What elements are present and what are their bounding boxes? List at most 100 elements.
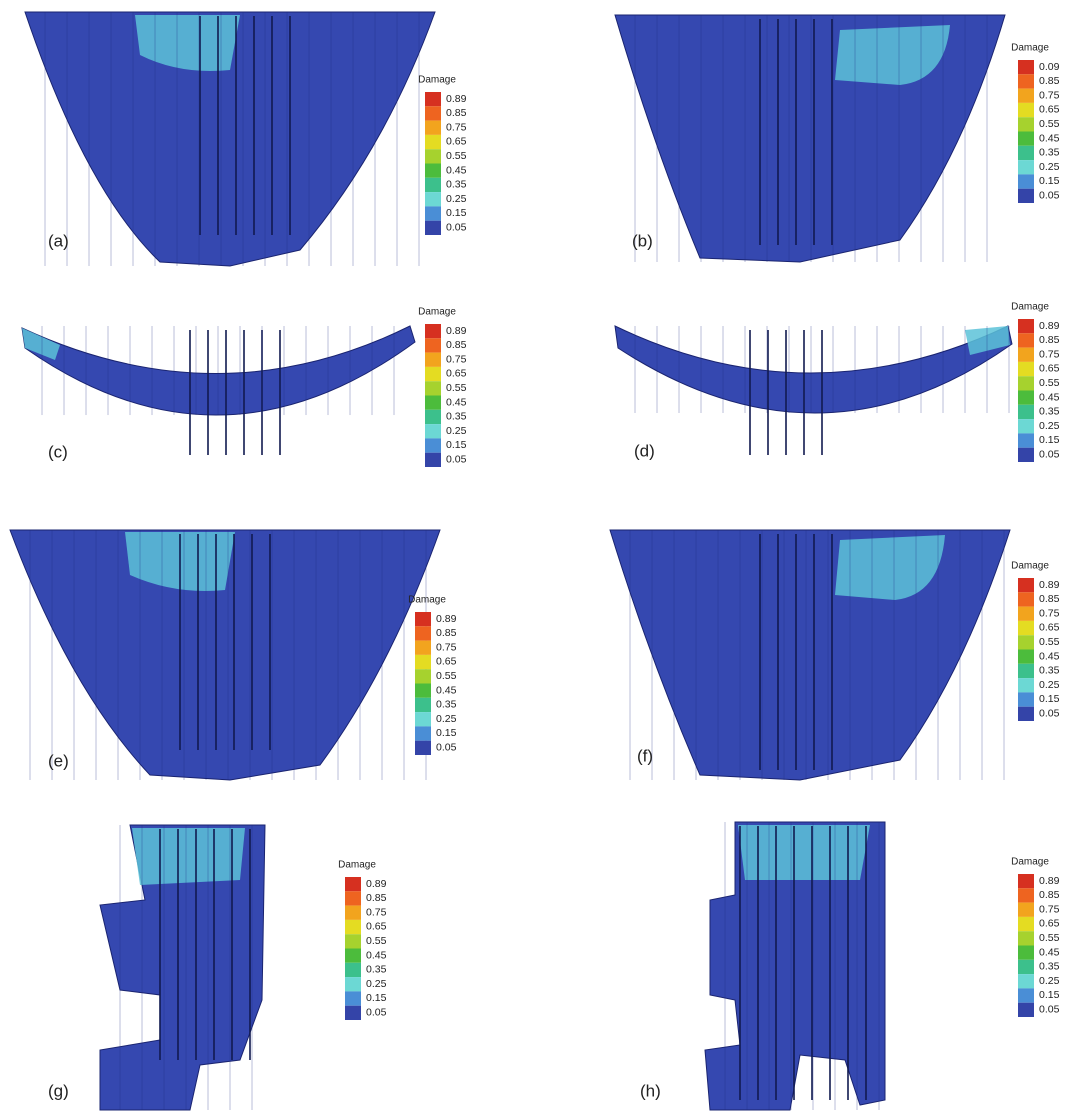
legend-level: 0.65: [1039, 363, 1060, 375]
mesh-body: [615, 15, 1005, 262]
legend-level: 0.65: [1039, 918, 1060, 930]
legend-swatch: [425, 192, 441, 206]
legend-swatch: [1018, 419, 1034, 433]
panel: [705, 822, 1034, 1110]
legend-level: 0.85: [446, 339, 467, 351]
legend-title: Damage: [1011, 302, 1049, 313]
legend-swatch: [1018, 888, 1034, 902]
legend-level: 0.15: [1039, 175, 1060, 187]
legend-level: 0.65: [1039, 104, 1060, 116]
legend-level: 0.25: [1039, 679, 1060, 691]
legend-level: 0.75: [436, 641, 457, 653]
legend-level: 0.15: [1039, 693, 1060, 705]
legend-swatch: [1018, 146, 1034, 160]
legend-level: 0.89: [1039, 875, 1060, 887]
legend-swatch: [415, 684, 431, 698]
legend-swatch: [1018, 592, 1034, 606]
legend-level: 0.25: [1039, 420, 1060, 432]
legend-swatch: [415, 669, 431, 683]
legend-swatch: [1018, 89, 1034, 103]
legend-swatch: [345, 991, 361, 1005]
legend-level: 0.35: [1039, 665, 1060, 677]
legend-swatch: [425, 338, 441, 352]
legend-level: 0.85: [366, 892, 387, 904]
legend-level: 0.05: [436, 741, 457, 753]
legend-level: 0.15: [446, 439, 467, 451]
legend-swatch: [425, 324, 441, 338]
legend-level: 0.35: [366, 964, 387, 976]
legend-swatch: [415, 741, 431, 755]
legend-title: Damage: [1011, 857, 1049, 868]
legend-level: 0.15: [366, 992, 387, 1004]
mesh-body: [615, 326, 1012, 413]
legend-swatch: [425, 410, 441, 424]
legend-swatch: [1018, 974, 1034, 988]
legend-swatch: [1018, 635, 1034, 649]
legend-swatch: [425, 121, 441, 135]
legend-level: 0.05: [1039, 707, 1060, 719]
legend-level: 0.25: [446, 425, 467, 437]
legend-swatch: [425, 206, 441, 220]
legend-swatch: [415, 626, 431, 640]
panel-label: (h): [640, 1081, 661, 1100]
legend-swatch: [1018, 664, 1034, 678]
legend-swatch: [1018, 692, 1034, 706]
panel-label: (a): [48, 231, 69, 250]
legend-level: 0.85: [446, 107, 467, 119]
panel-label: (b): [632, 231, 653, 250]
panel-label: (d): [634, 441, 655, 460]
legend-level: 0.45: [1039, 132, 1060, 144]
legend-swatch: [425, 92, 441, 106]
legend-title: Damage: [1011, 561, 1049, 572]
legend-level: 0.55: [436, 670, 457, 682]
legend-level: 0.55: [366, 935, 387, 947]
legend-level: 0.85: [1039, 75, 1060, 87]
legend-level: 0.89: [436, 613, 457, 625]
panel-label: (e): [48, 751, 69, 770]
legend-swatch: [1018, 1003, 1034, 1017]
legend-swatch: [1018, 60, 1034, 74]
legend-swatch: [1018, 103, 1034, 117]
legend-level: 0.85: [1039, 334, 1060, 346]
panel: [25, 12, 441, 266]
legend-swatch: [425, 381, 441, 395]
legend-swatch: [1018, 931, 1034, 945]
legend-swatch: [345, 934, 361, 948]
legend-swatch: [425, 396, 441, 410]
legend-level: 0.35: [1039, 406, 1060, 418]
legend-swatch: [1018, 678, 1034, 692]
legend-swatch: [1018, 448, 1034, 462]
legend-swatch: [1018, 707, 1034, 721]
panel: [610, 530, 1034, 780]
damage-zone: [132, 828, 245, 885]
legend-level: 0.55: [1039, 636, 1060, 648]
legend-level: 0.75: [1039, 89, 1060, 101]
legend-level: 0.45: [1039, 946, 1060, 958]
legend-level: 0.45: [1039, 650, 1060, 662]
legend-swatch: [425, 453, 441, 467]
legend-level: 0.15: [1039, 989, 1060, 1001]
legend-swatch: [1018, 348, 1034, 362]
legend-level: 0.05: [1039, 189, 1060, 201]
legend-swatch: [1018, 903, 1034, 917]
legend-level: 0.45: [446, 396, 467, 408]
legend-title: Damage: [1011, 43, 1049, 54]
legend-swatch: [1018, 362, 1034, 376]
legend-level: 0.85: [436, 627, 457, 639]
legend-level: 0.89: [446, 93, 467, 105]
legend-swatch: [1018, 391, 1034, 405]
legend-level: 0.35: [1039, 147, 1060, 159]
legend-swatch: [1018, 621, 1034, 635]
figure: (a) Damage 0.89 0.85 0.75 0.65 0.55 0.45 0.35 0.2…: [0, 0, 1072, 1115]
legend-swatch: [1018, 874, 1034, 888]
legend-level: 0.89: [1039, 320, 1060, 332]
legend-swatch: [415, 712, 431, 726]
legend-level: 0.25: [446, 193, 467, 205]
panel: [22, 324, 441, 467]
legend-swatch: [345, 891, 361, 905]
panel: [615, 319, 1034, 462]
legend-level: 0.75: [1039, 903, 1060, 915]
legend-swatch: [1018, 607, 1034, 621]
legend-swatch: [1018, 578, 1034, 592]
legend-swatch: [415, 726, 431, 740]
